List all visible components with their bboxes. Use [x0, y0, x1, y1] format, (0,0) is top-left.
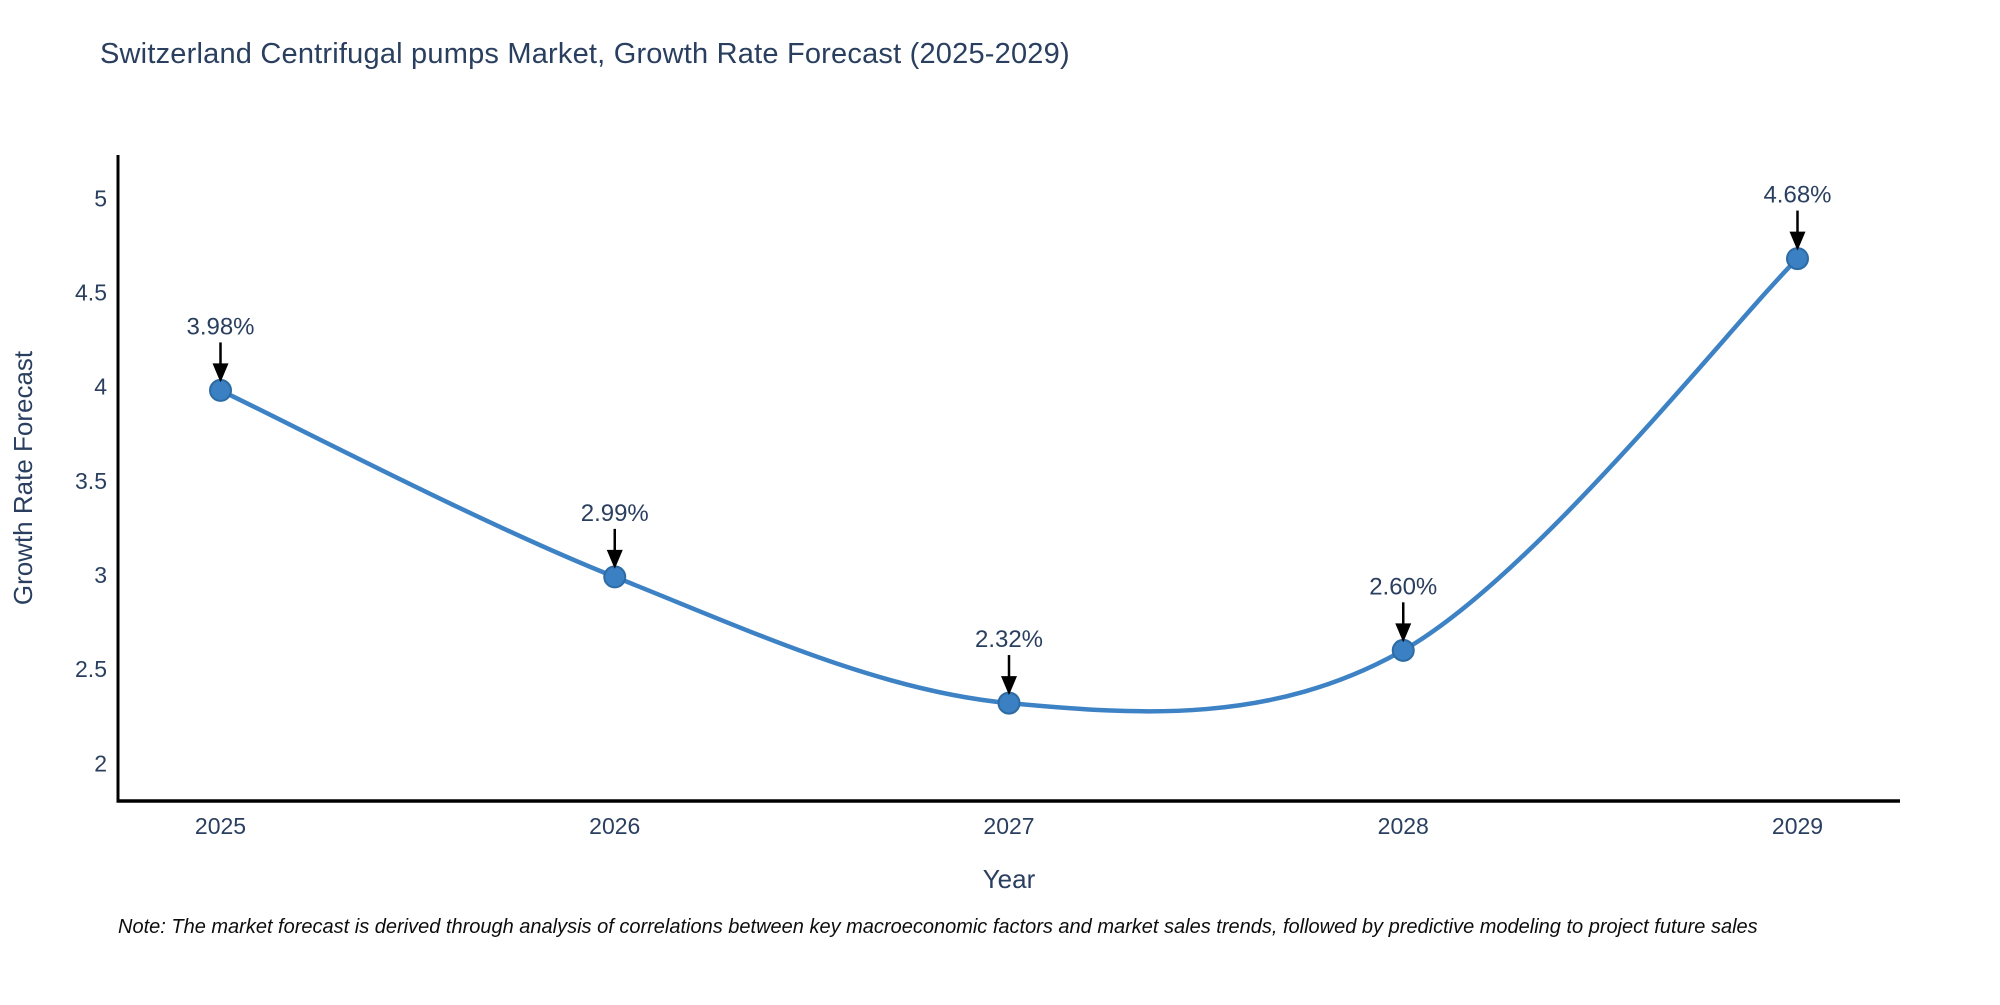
- data-point-2025[interactable]: [209, 378, 233, 402]
- chart-title: Switzerland Centrifugal pumps Market, Gr…: [100, 38, 1070, 70]
- y-tick-label: 2: [94, 750, 107, 776]
- annotation-label: 4.68%: [1763, 182, 1831, 209]
- data-point-2027[interactable]: [997, 691, 1021, 715]
- x-tick-label: 2025: [195, 813, 246, 839]
- y-tick-label: 4.5: [75, 279, 107, 305]
- footnote: Note: The market forecast is derived thr…: [118, 916, 1758, 938]
- annotation-label: 2.60%: [1369, 573, 1437, 600]
- y-axis-title: Growth Rate Forecast: [8, 350, 38, 605]
- annotation-label: 3.98%: [186, 313, 254, 340]
- y-tick-label: 5: [94, 185, 107, 211]
- y-tick-label: 3: [94, 562, 107, 588]
- annotation-arrowhead: [1001, 676, 1017, 696]
- y-tick-label: 3.5: [75, 468, 107, 494]
- x-tick-label: 2028: [1378, 813, 1429, 839]
- x-tick-label: 2029: [1772, 813, 1823, 839]
- x-tick-label: 2027: [983, 813, 1034, 839]
- y-tick-label: 2.5: [75, 656, 107, 682]
- annotation-arrowhead: [1789, 231, 1806, 251]
- data-point-2028[interactable]: [1391, 638, 1415, 662]
- y-tick-label: 4: [94, 374, 107, 400]
- annotation-arrowhead: [606, 549, 623, 569]
- annotation-label: 2.32%: [975, 626, 1043, 653]
- annotation-arrowhead: [1395, 623, 1412, 643]
- x-axis-title: Year: [983, 864, 1036, 894]
- data-point-2026[interactable]: [603, 565, 627, 589]
- annotation-arrowhead: [212, 363, 229, 383]
- data-point-2029[interactable]: [1785, 247, 1809, 271]
- annotation-label: 2.99%: [581, 500, 649, 527]
- x-tick-label: 2026: [589, 813, 640, 839]
